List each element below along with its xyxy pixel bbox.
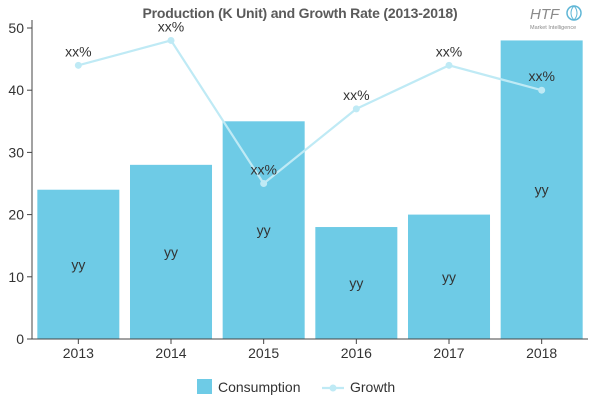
growth-line-layer: xx% xx% xx% xx% xx% xx% <box>65 18 555 187</box>
legend-label-consumption: Consumption <box>218 379 301 395</box>
y-tick-label-30: 30 <box>8 144 24 160</box>
x-tick-label-2014: 2014 <box>155 345 186 361</box>
x-tick-label-2015: 2015 <box>248 345 279 361</box>
growth-label-2018: xx% <box>528 68 554 84</box>
growth-point-2014 <box>167 36 175 44</box>
growth-point-2015 <box>260 180 268 187</box>
growth-label-2017: xx% <box>436 43 462 59</box>
bar-value-label-2018: yy <box>535 182 549 198</box>
legend-swatch-growth-marker <box>329 384 337 392</box>
bar-2015 <box>222 121 305 339</box>
bar-2017 <box>408 214 491 339</box>
bar-value-label-2017: yy <box>442 269 456 285</box>
growth-label-2015: xx% <box>250 162 276 178</box>
legend-swatch-consumption <box>197 379 212 394</box>
growth-label-2013: xx% <box>65 43 91 59</box>
growth-point-2016 <box>352 105 360 113</box>
y-tick-label-0: 0 <box>16 331 24 347</box>
bar-value-label-2016: yy <box>349 275 363 291</box>
bar-value-label-2013: yy <box>71 256 85 272</box>
legend: Consumption Growth <box>197 379 395 395</box>
growth-point-2018 <box>538 86 546 94</box>
bar-2016 <box>315 227 398 339</box>
logo-text: HTF <box>530 6 560 23</box>
x-tick-label-2016: 2016 <box>341 345 372 361</box>
bars-layer: yy yy yy yy yy yy <box>37 40 583 339</box>
bar-value-label-2014: yy <box>164 244 178 260</box>
growth-label-2014: xx% <box>158 18 184 34</box>
y-tick-label-40: 40 <box>8 82 24 98</box>
htf-logo: HTF Market Intelligence <box>530 5 582 31</box>
growth-label-2016: xx% <box>343 87 369 103</box>
globe-meridian-icon <box>570 5 578 21</box>
growth-line <box>78 39 542 186</box>
bar-value-label-2015: yy <box>257 222 271 238</box>
y-tick-label-10: 10 <box>8 269 24 285</box>
legend-label-growth: Growth <box>350 379 395 395</box>
x-tick-label-2017: 2017 <box>433 345 464 361</box>
growth-point-2017 <box>445 61 453 69</box>
y-tick-label-20: 20 <box>8 207 24 223</box>
x-tick-label-2013: 2013 <box>63 345 94 361</box>
logo-subtext: Market Intelligence <box>530 25 576 31</box>
bar-2014 <box>130 164 213 339</box>
axes-layer: 0 10 20 30 40 50 2013 2014 2015 2016 2017 2018 <box>8 20 588 361</box>
bar-2013 <box>37 189 120 339</box>
x-tick-label-2018: 2018 <box>526 345 557 361</box>
chart-title: Production (K Unit) and Growth Rate (201… <box>142 5 458 21</box>
growth-point-2013 <box>74 61 82 69</box>
y-tick-label-50: 50 <box>8 20 24 36</box>
